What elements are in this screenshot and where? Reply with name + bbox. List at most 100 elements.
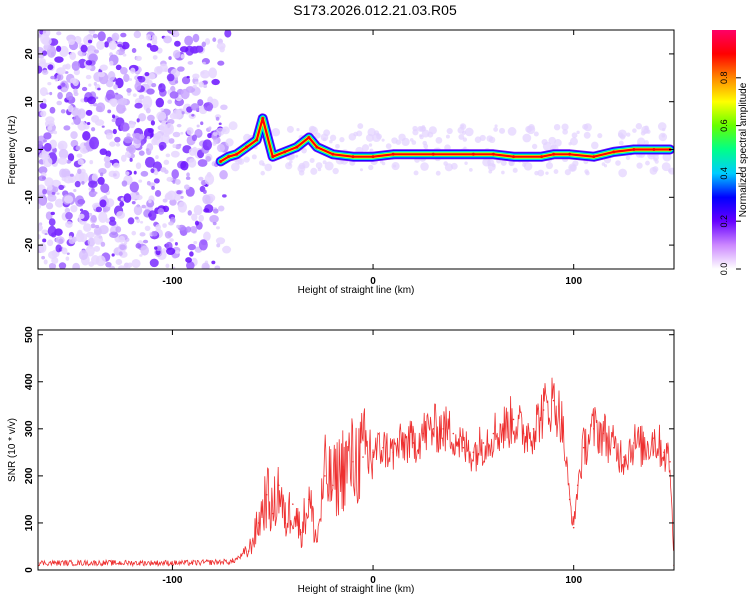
- ridge-halo-speckle: [487, 162, 496, 171]
- noise-speckle: [138, 76, 146, 83]
- snr-point: [522, 432, 525, 435]
- noise-speckle: [47, 194, 57, 202]
- noise-speckle: [123, 73, 130, 83]
- noise-speckle: [139, 254, 143, 257]
- noise-speckle: [112, 162, 120, 169]
- snr-point: [669, 460, 671, 463]
- snr-point: [316, 540, 318, 543]
- noise-speckle: [113, 84, 118, 90]
- noise-speckle: [151, 231, 158, 237]
- noise-speckle: [207, 96, 214, 104]
- noise-speckle: [218, 205, 225, 212]
- ridge-halo-speckle: [493, 127, 498, 132]
- noise-speckle: [95, 255, 106, 267]
- noise-speckle: [107, 71, 116, 81]
- noise-speckle: [203, 102, 214, 112]
- noise-speckle: [220, 104, 228, 111]
- snr-y-tick-label: 200: [24, 467, 35, 484]
- noise-speckle: [126, 88, 132, 93]
- noise-layer: [38, 30, 674, 269]
- ridge-halo-speckle: [314, 132, 321, 139]
- noise-speckle: [133, 204, 143, 216]
- ridge-halo-speckle: [619, 134, 626, 140]
- ridge-halo-speckle: [413, 170, 419, 176]
- noise-speckle: [208, 67, 218, 79]
- noise-speckle: [148, 199, 152, 204]
- snr-point: [283, 522, 286, 524]
- noise-speckle: [61, 177, 67, 182]
- noise-speckle: [169, 91, 179, 99]
- noise-speckle: [184, 35, 194, 46]
- noise-speckle: [39, 58, 46, 65]
- ridge-halo-speckle: [464, 161, 468, 165]
- noise-speckle: [143, 127, 154, 139]
- noise-speckle: [88, 187, 92, 191]
- ridge-halo-speckle: [661, 162, 671, 172]
- noise-speckle: [180, 131, 184, 135]
- noise-speckle: [86, 231, 95, 238]
- ridge-halo-speckle: [585, 170, 590, 176]
- noise-speckle: [135, 162, 142, 170]
- noise-speckle: [93, 81, 97, 86]
- noise-speckle: [98, 72, 105, 78]
- snr-point: [308, 498, 310, 501]
- ridge-halo-speckle: [571, 132, 578, 139]
- noise-speckle: [149, 44, 159, 52]
- noise-speckle: [187, 243, 196, 251]
- noise-speckle: [78, 213, 85, 220]
- ridge-point: [331, 152, 335, 156]
- noise-speckle: [145, 107, 151, 114]
- noise-speckle: [42, 50, 48, 56]
- noise-speckle: [111, 114, 116, 119]
- noise-speckle: [42, 30, 51, 37]
- noise-speckle: [211, 78, 220, 86]
- noise-speckle: [166, 247, 176, 255]
- noise-speckle: [171, 169, 180, 179]
- noise-speckle: [47, 125, 53, 131]
- noise-speckle: [153, 178, 160, 184]
- ridge-halo-speckle: [339, 137, 345, 143]
- noise-speckle: [170, 30, 178, 34]
- noise-speckle: [83, 223, 92, 232]
- noise-speckle: [187, 210, 192, 216]
- ridge-halo-speckle: [553, 123, 561, 131]
- noise-speckle: [203, 84, 208, 89]
- noise-speckle: [118, 265, 125, 269]
- noise-speckle: [201, 262, 210, 269]
- noise-speckle: [202, 189, 207, 194]
- noise-speckle: [58, 238, 64, 245]
- noise-speckle: [57, 91, 63, 100]
- noise-speckle: [87, 237, 96, 247]
- noise-speckle: [172, 179, 176, 184]
- ridge-halo-speckle: [468, 168, 473, 172]
- noise-speckle: [170, 150, 180, 158]
- noise-speckle: [172, 144, 177, 149]
- noise-speckle: [43, 139, 47, 143]
- noise-speckle: [95, 105, 103, 113]
- ridge-halo-speckle: [260, 170, 265, 176]
- noise-speckle: [166, 176, 174, 182]
- snr-point: [111, 562, 114, 564]
- noise-speckle: [204, 38, 211, 45]
- snr-point: [342, 465, 344, 468]
- noise-speckle: [118, 97, 128, 106]
- noise-speckle: [80, 44, 88, 53]
- ridge-point: [271, 155, 275, 159]
- noise-speckle: [189, 226, 198, 234]
- noise-speckle: [115, 226, 122, 233]
- ridge-halo-speckle: [522, 133, 532, 143]
- noise-speckle: [145, 148, 150, 151]
- heatmap-y-tick-label: 20: [24, 48, 35, 60]
- ridge-halo-speckle: [251, 154, 257, 160]
- noise-speckle: [157, 208, 165, 215]
- noise-speckle: [48, 218, 56, 227]
- ridge-halo-speckle: [534, 170, 539, 176]
- noise-speckle: [224, 30, 232, 38]
- ridge-halo-speckle: [499, 127, 506, 134]
- snr-y-ticks: 0 100 200 300 400 500: [24, 326, 674, 573]
- noise-speckle: [91, 173, 99, 182]
- ridge-halo-speckle: [419, 134, 424, 140]
